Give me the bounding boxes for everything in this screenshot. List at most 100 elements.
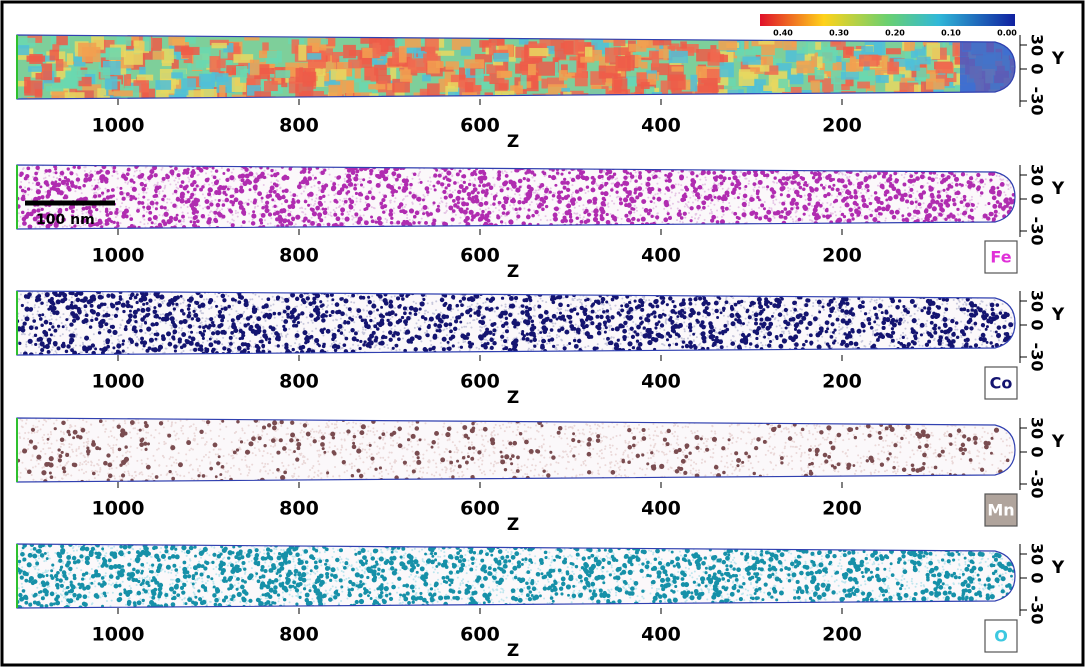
- z-tick-label: 1000: [92, 245, 145, 267]
- atom: [956, 208, 959, 211]
- atom-faint: [629, 225, 631, 227]
- map-patch: [575, 73, 588, 86]
- atom: [60, 171, 65, 176]
- atom: [976, 173, 980, 177]
- atom: [459, 184, 464, 189]
- atom-faint: [111, 175, 113, 177]
- atom: [176, 214, 179, 217]
- atom-faint: [589, 165, 591, 167]
- panel-image: [17, 35, 1028, 115]
- atom: [945, 203, 950, 208]
- atom: [136, 209, 140, 213]
- map-patch: [134, 99, 144, 105]
- atom-faint: [659, 165, 661, 167]
- map-patch: [641, 82, 650, 89]
- atom-faint: [640, 214, 642, 216]
- atom: [888, 196, 893, 201]
- atom-faint: [194, 193, 196, 195]
- atom: [773, 166, 777, 170]
- atom: [956, 191, 961, 196]
- atom: [496, 176, 500, 180]
- atom: [850, 164, 854, 168]
- map-patch: [178, 98, 191, 104]
- atom-faint: [910, 166, 912, 168]
- map-patch: [212, 43, 227, 48]
- atom-faint: [674, 194, 676, 196]
- atom: [442, 190, 446, 194]
- atom-faint: [770, 207, 772, 209]
- map-patch: [954, 98, 962, 104]
- atom-faint: [790, 166, 792, 168]
- atom: [983, 214, 988, 219]
- map-patch: [174, 45, 189, 51]
- atom: [142, 196, 145, 199]
- map-patch: [698, 98, 718, 110]
- atom-faint: [860, 214, 862, 216]
- atom-faint: [240, 183, 242, 185]
- atom: [214, 219, 218, 223]
- atom-faint: [684, 206, 686, 208]
- atom: [931, 178, 935, 182]
- atom: [204, 199, 209, 204]
- atom: [527, 189, 532, 194]
- atom: [851, 217, 854, 220]
- atom: [631, 218, 634, 221]
- atom-faint: [939, 166, 941, 168]
- atom-faint: [441, 200, 443, 202]
- atom: [778, 179, 782, 183]
- atom-faint: [248, 221, 250, 223]
- atom-faint: [973, 181, 975, 183]
- atom-faint: [687, 227, 689, 229]
- atom-faint: [697, 200, 699, 202]
- atom-faint: [359, 209, 361, 211]
- atom-faint: [270, 217, 272, 219]
- atom: [98, 219, 102, 223]
- atom: [388, 212, 393, 217]
- atom: [251, 221, 256, 226]
- atom: [685, 188, 689, 192]
- atom-faint: [986, 225, 988, 227]
- atom: [881, 186, 884, 189]
- atom-faint: [378, 169, 380, 171]
- atom: [39, 185, 42, 188]
- atom-faint: [822, 172, 824, 174]
- atom-faint: [841, 172, 843, 174]
- map-patch: [641, 62, 647, 69]
- atom-faint: [210, 171, 212, 173]
- atom: [353, 187, 357, 191]
- atom-faint: [454, 169, 456, 171]
- atom-faint: [908, 191, 910, 193]
- atom-faint: [322, 183, 324, 185]
- atom: [861, 195, 865, 199]
- atom-faint: [812, 220, 814, 222]
- atom: [351, 170, 356, 175]
- atom: [472, 184, 475, 187]
- atom-faint: [210, 196, 212, 198]
- atom: [1005, 220, 1010, 225]
- atom-faint: [914, 164, 916, 166]
- atom: [26, 212, 31, 217]
- atom: [57, 192, 60, 195]
- atom: [604, 183, 607, 186]
- atom-faint: [406, 217, 408, 219]
- atom-faint: [187, 212, 189, 214]
- atom-faint: [352, 195, 354, 197]
- atom: [630, 174, 635, 179]
- atom-faint: [143, 209, 145, 211]
- atom-faint: [766, 177, 768, 179]
- atom: [64, 195, 68, 199]
- atom: [310, 221, 315, 226]
- atom-faint: [161, 167, 163, 169]
- atom: [918, 202, 922, 206]
- atom-faint: [689, 197, 691, 199]
- atom: [402, 188, 407, 193]
- atom: [898, 192, 902, 196]
- atom: [591, 188, 596, 193]
- atom-faint: [971, 199, 973, 201]
- atom: [502, 211, 506, 215]
- atom: [665, 179, 668, 182]
- atom-faint: [389, 202, 391, 204]
- map-patch: [267, 51, 282, 63]
- atom-faint: [353, 209, 355, 211]
- atom-faint: [192, 191, 194, 193]
